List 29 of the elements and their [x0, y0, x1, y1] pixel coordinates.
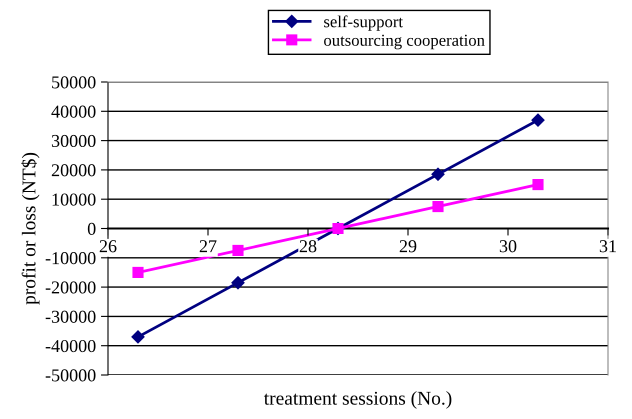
y-tick-label: 20000 — [52, 164, 96, 176]
y-tick-label: -50000 — [46, 369, 96, 382]
y-tick-label: -30000 — [46, 310, 96, 323]
point — [531, 114, 545, 127]
legend-label: outsourcing cooperation — [324, 34, 485, 50]
x-tick-label: 29 — [400, 240, 416, 252]
point — [131, 330, 145, 344]
y-tick-label: 30000 — [52, 134, 96, 148]
point — [532, 178, 544, 190]
point — [232, 244, 244, 256]
legend-label: self-support — [324, 15, 403, 31]
y-tick-label: 50000 — [52, 76, 96, 88]
point — [132, 266, 144, 278]
y-tick-label: 10000 — [52, 193, 96, 206]
y-tick-label: 40000 — [51, 106, 96, 118]
x-tick-label: 31 — [600, 240, 616, 252]
y-tick-label: 0 — [88, 222, 96, 235]
y-tick-label: -10000 — [46, 252, 96, 264]
y-axis-title: profit or loss (NT$) — [21, 152, 40, 305]
y-tick-label: -20000 — [46, 281, 96, 294]
point — [231, 276, 245, 290]
x-tick-label: 28 — [300, 240, 316, 252]
point — [432, 200, 444, 212]
x-axis-title: treatment sessions (No.) — [264, 391, 452, 409]
x-tick-label: 27 — [200, 240, 217, 252]
x-tick-label: 26 — [100, 240, 116, 252]
x-tick-label: 30 — [500, 240, 516, 252]
point — [431, 168, 445, 181]
y-tick-label: -40000 — [46, 340, 96, 352]
